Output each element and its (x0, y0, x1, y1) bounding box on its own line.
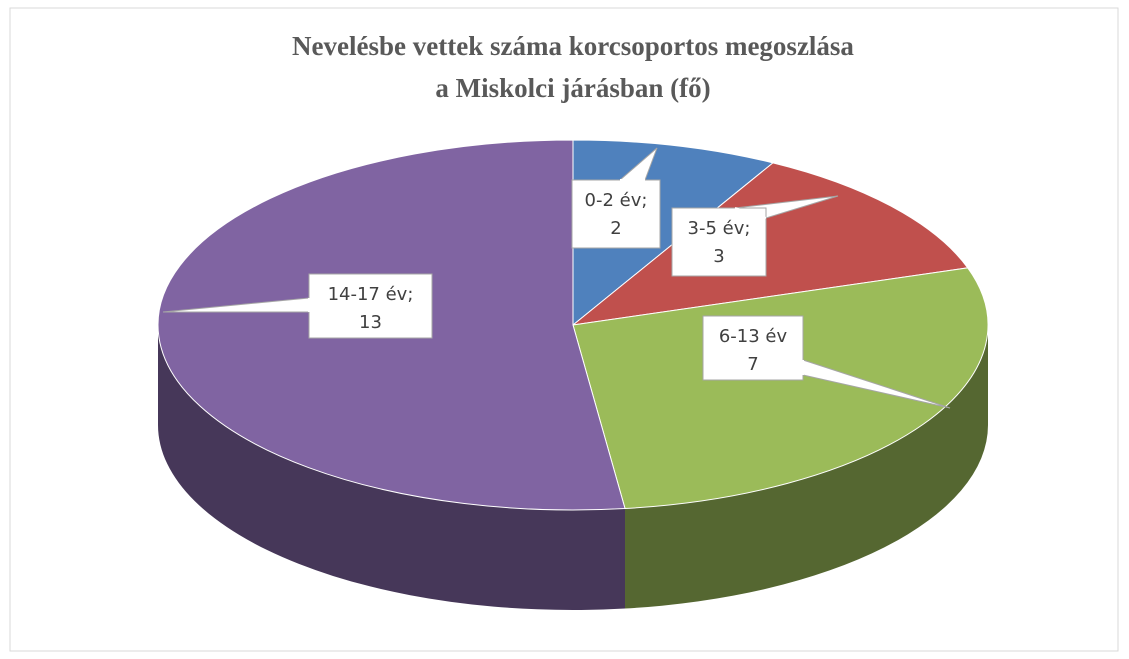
data-label-category: 3-5 év; (688, 218, 751, 239)
pie-slice (571, 162, 969, 326)
data-label-value: 2 (610, 218, 621, 239)
data-label-box (571, 179, 661, 249)
data-label-box (308, 273, 433, 339)
chart-title: Nevelésbe vettek száma korcsoportos mego… (292, 31, 854, 61)
data-label-box (702, 315, 804, 381)
data-label-category: 0-2 év; (585, 190, 648, 211)
data-label-value: 7 (747, 354, 758, 375)
data-label-value: 13 (359, 312, 382, 333)
pie-slice (572, 267, 989, 510)
pie-slice-side (158, 325, 626, 610)
chart-title: a Miskolci járásban (fő) (435, 73, 710, 103)
data-label-category: 14-17 év; (328, 284, 414, 305)
data-label-category: 6-13 év (719, 326, 788, 347)
data-label-box (671, 207, 767, 277)
pie-slice-side (625, 325, 989, 609)
data-label-value: 3 (713, 246, 724, 267)
label-pointer-join (734, 207, 767, 219)
